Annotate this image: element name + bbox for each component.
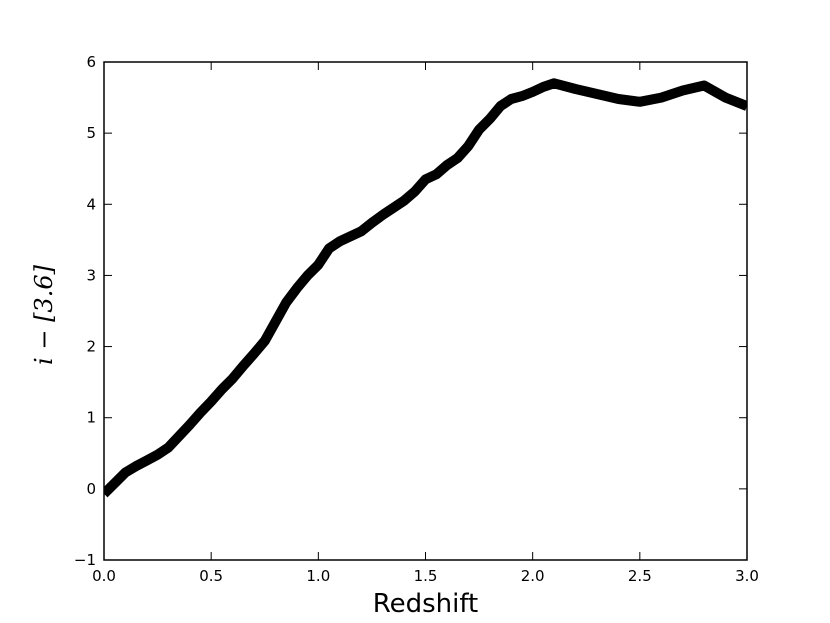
x-tick-label: 2.0: [521, 567, 545, 585]
x-tick-label: 1.0: [306, 567, 330, 585]
plot-frame: [103, 61, 748, 561]
y-tick-label: 1: [86, 409, 96, 427]
x-tick-label: 0.5: [199, 567, 223, 585]
tick-labels: 0.0 0.5 1.0 1.5 2.0 2.5 3.0 −1 0 1 2 3 4 5 6: [74, 53, 759, 585]
y-tick-label: −1: [74, 551, 96, 569]
y-tick-label: 6: [86, 53, 96, 71]
x-tick-label: 1.5: [414, 567, 438, 585]
axis-ticks: [103, 61, 748, 561]
x-tick-label: 3.0: [735, 567, 759, 585]
y-tick-label: 2: [86, 338, 96, 356]
data-line-series-0: [104, 78, 747, 498]
y-tick-label: 4: [86, 195, 96, 213]
x-axis-title: Redshift: [373, 589, 479, 619]
y-tick-label: 0: [86, 480, 96, 498]
x-tick-label: 0.0: [92, 567, 116, 585]
y-tick-label: 3: [86, 266, 96, 284]
x-tick-label: 2.5: [628, 567, 652, 585]
y-tick-label: 5: [86, 124, 96, 142]
y-axis-title: i − [3.6]: [30, 264, 58, 365]
